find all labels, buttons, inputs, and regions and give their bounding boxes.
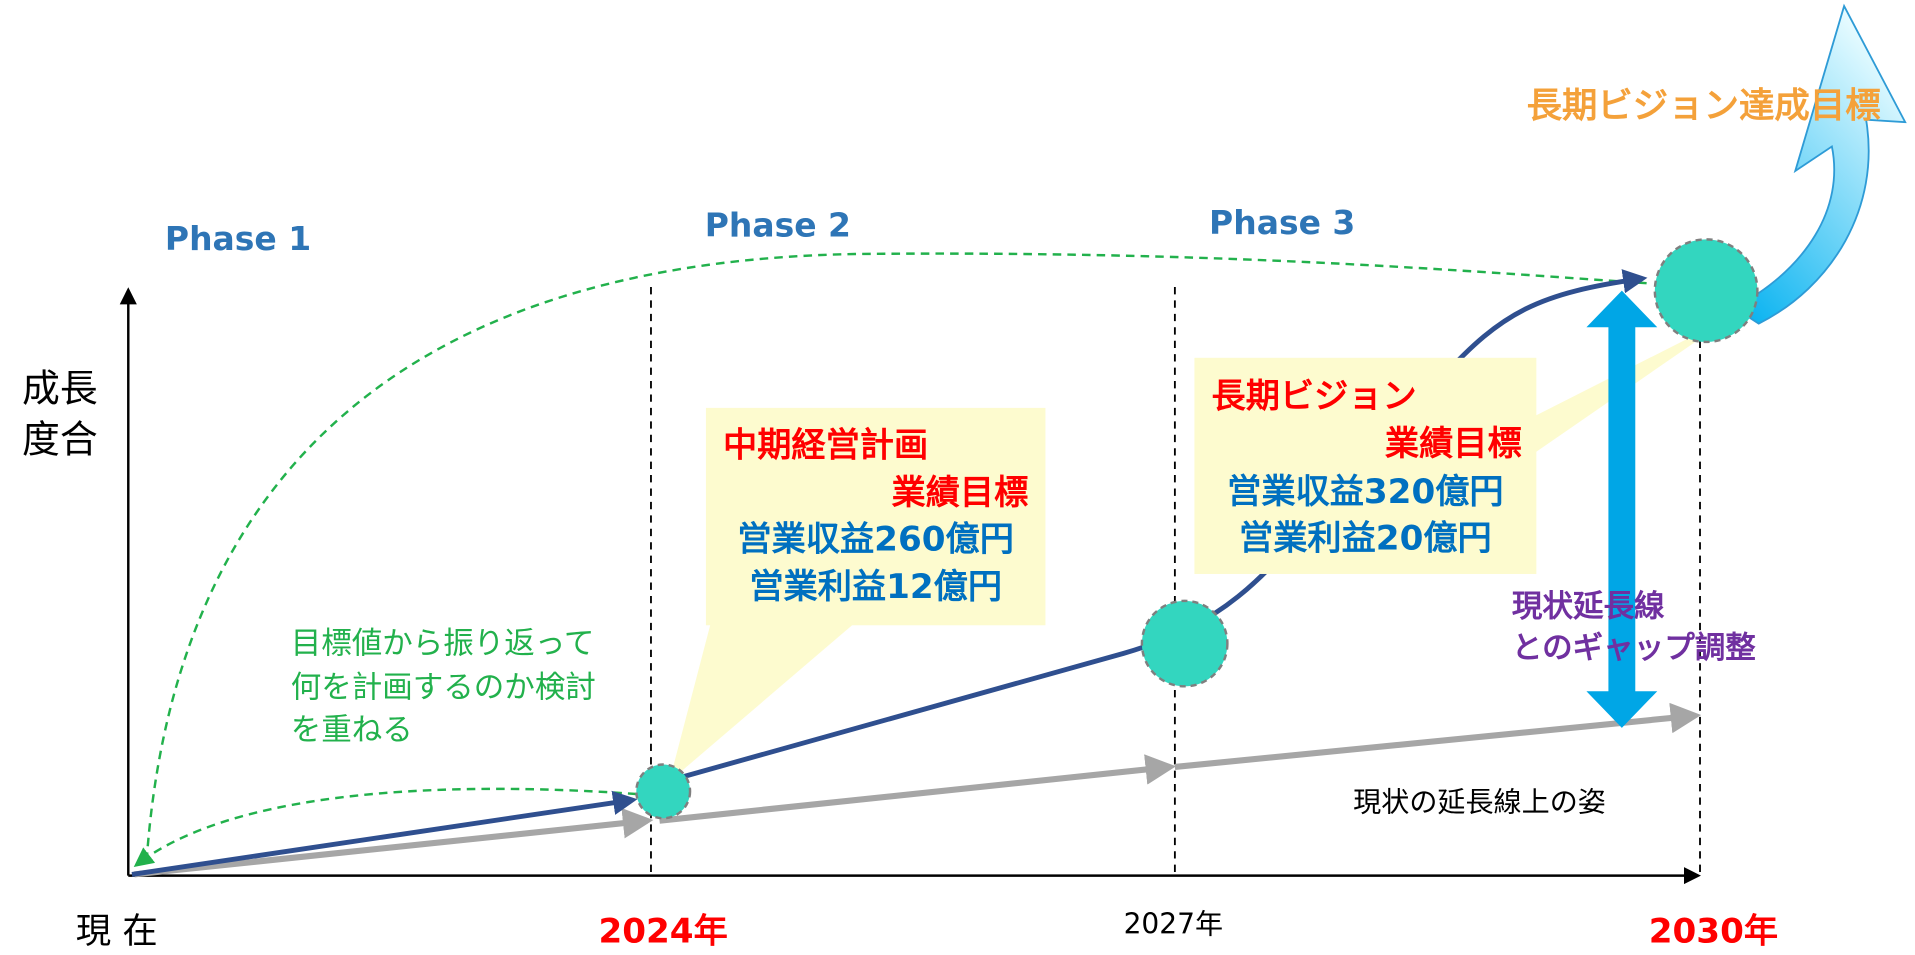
phase-label: Phase 3 <box>1209 203 1355 242</box>
box-subtitle: 業績目標 <box>1385 424 1522 464</box>
box-subtitle: 業績目標 <box>892 473 1029 513</box>
x-label: 2027年 <box>1124 908 1224 941</box>
box-line: 営業利益20億円 <box>1239 518 1492 558</box>
x-label: 現 在 <box>76 911 158 952</box>
y-axis-label: 成長 <box>22 366 98 410</box>
phase-label: Phase 2 <box>705 206 851 245</box>
note-line: 何を計画するのか検討 <box>291 670 596 705</box>
status-quo-label: 現状の延長線上の姿 <box>1353 786 1606 819</box>
gap-note: 現状延長線 <box>1512 590 1665 625</box>
box-line: 営業収益260億円 <box>737 520 1014 560</box>
phase-label: Phase 1 <box>165 219 311 258</box>
x-label: 2030年 <box>1649 912 1778 952</box>
box-line: 営業利益12億円 <box>749 567 1002 607</box>
x-label: 2024年 <box>598 912 727 952</box>
note-line: を重ねる <box>291 713 413 748</box>
box-title: 中期経営計画 <box>723 425 928 465</box>
goal-label: 長期ビジョン達成目標 <box>1527 85 1881 126</box>
y-axis-label: 度合 <box>22 418 98 462</box>
note-line: 目標値から振り返って <box>291 626 595 661</box>
box-line: 営業収益320億円 <box>1227 472 1504 512</box>
gap-note: とのギャップ調整 <box>1512 631 1756 666</box>
box-title: 長期ビジョン <box>1212 377 1417 417</box>
